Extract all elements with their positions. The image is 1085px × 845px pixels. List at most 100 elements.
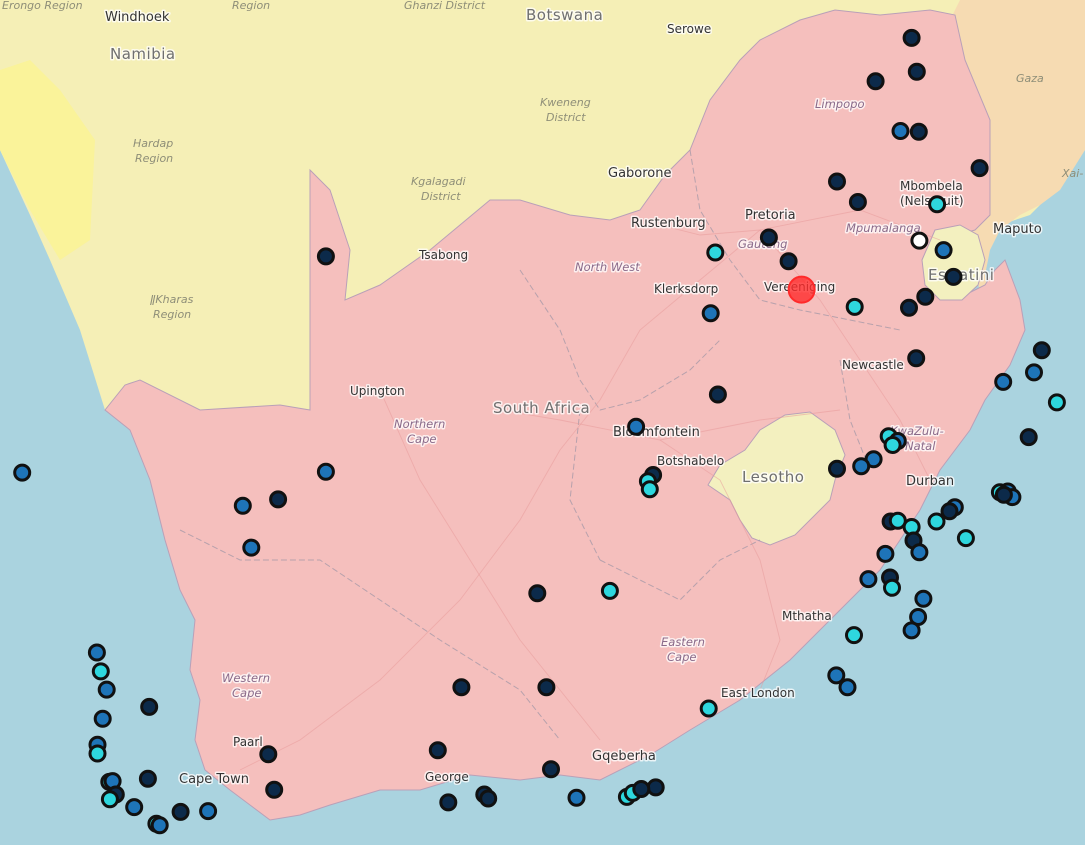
station-marker-blue[interactable]	[994, 372, 1013, 391]
station-marker-cyan[interactable]	[88, 744, 107, 763]
station-marker-dark[interactable]	[944, 267, 963, 286]
station-marker-dark[interactable]	[866, 72, 885, 91]
station-marker-blue[interactable]	[701, 304, 720, 323]
station-marker-blue[interactable]	[859, 570, 878, 589]
station-marker-blue[interactable]	[233, 496, 252, 515]
station-marker-cyan[interactable]	[845, 626, 863, 645]
station-marker-cyan[interactable]	[600, 581, 619, 600]
station-marker-dark[interactable]	[646, 778, 665, 797]
station-marker-dark[interactable]	[269, 490, 288, 509]
station-marker-blue[interactable]	[199, 802, 218, 821]
region-label-xai: Xai-	[1061, 167, 1083, 180]
country-label-namibia: Namibia	[110, 45, 176, 63]
selected-location-marker[interactable]	[787, 275, 816, 304]
station-marker-dark[interactable]	[1019, 428, 1038, 447]
station-marker-dark[interactable]	[994, 485, 1013, 504]
province-label-limpopo: Limpopo	[815, 97, 864, 111]
station-marker-dark[interactable]	[259, 745, 278, 764]
land-botswana	[310, 0, 960, 300]
station-marker-blue[interactable]	[316, 462, 335, 481]
station-marker-blue[interactable]	[934, 241, 953, 260]
station-marker-dark[interactable]	[138, 769, 157, 788]
station-marker-dark[interactable]	[528, 584, 547, 603]
country-label-lesotho: Lesotho	[742, 468, 804, 486]
station-marker-dark[interactable]	[537, 678, 556, 697]
station-marker-blue[interactable]	[827, 666, 846, 685]
station-marker-dark[interactable]	[759, 228, 778, 247]
station-marker-dark[interactable]	[428, 741, 447, 760]
station-marker-cyan[interactable]	[883, 578, 901, 597]
station-marker-cyan[interactable]	[100, 790, 119, 809]
station-marker-blue[interactable]	[627, 417, 646, 436]
station-marker-dark[interactable]	[916, 287, 935, 306]
station-marker-cyan[interactable]	[956, 529, 975, 548]
station-marker-dark[interactable]	[779, 252, 798, 271]
station-marker-dark[interactable]	[452, 678, 471, 697]
province-borders	[179, 149, 901, 741]
city-label-rustenburg: Rustenburg	[631, 216, 706, 231]
region-label-hardap-1: Hardap	[133, 137, 173, 150]
station-marker-blue[interactable]	[150, 816, 169, 835]
station-marker-blue[interactable]	[97, 680, 116, 699]
station-marker-dark[interactable]	[479, 789, 498, 808]
station-marker-white[interactable]	[910, 231, 929, 250]
station-marker-cyan[interactable]	[928, 195, 947, 214]
station-marker-dark[interactable]	[970, 159, 989, 178]
station-marker-dark[interactable]	[439, 793, 458, 812]
station-marker-cyan[interactable]	[845, 297, 864, 316]
station-markers[interactable]	[13, 28, 1066, 835]
station-marker-blue[interactable]	[902, 621, 921, 640]
station-marker-dark[interactable]	[902, 28, 921, 47]
station-marker-dark[interactable]	[900, 298, 918, 317]
station-marker-blue[interactable]	[1025, 363, 1043, 382]
station-marker-blue[interactable]	[891, 122, 910, 140]
station-marker-dark[interactable]	[907, 62, 926, 81]
station-marker-blue[interactable]	[13, 463, 32, 482]
station-marker-cyan[interactable]	[1047, 393, 1066, 412]
station-marker-dark[interactable]	[1032, 341, 1051, 360]
station-marker-blue[interactable]	[242, 538, 261, 557]
station-marker-dark[interactable]	[909, 122, 928, 141]
region-label-kweneng-1: Kweneng	[540, 96, 591, 109]
station-marker-dark[interactable]	[907, 349, 926, 368]
country-label-south-africa: South Africa	[493, 399, 590, 417]
station-marker-cyan[interactable]	[883, 436, 902, 454]
station-marker-dark[interactable]	[542, 760, 560, 779]
city-label-paarl: Paarl	[233, 735, 263, 749]
station-marker-dark[interactable]	[171, 802, 190, 821]
station-marker-dark[interactable]	[848, 193, 867, 211]
station-marker-dark[interactable]	[940, 502, 959, 521]
region-label-erongo: Erongo Region	[2, 0, 83, 12]
station-marker-blue[interactable]	[914, 589, 933, 608]
station-marker-cyan[interactable]	[699, 699, 718, 718]
station-marker-blue[interactable]	[910, 543, 929, 562]
station-marker-blue[interactable]	[93, 709, 112, 728]
city-label-bloemfontein: Bloemfontein	[613, 425, 700, 440]
station-marker-cyan[interactable]	[706, 243, 725, 262]
city-label-george: George	[425, 770, 469, 784]
station-marker-blue[interactable]	[838, 678, 857, 697]
station-marker-dark[interactable]	[140, 697, 159, 716]
station-marker-blue[interactable]	[567, 788, 586, 807]
station-marker-dark[interactable]	[828, 459, 846, 478]
station-marker-cyan[interactable]	[927, 512, 946, 531]
station-marker-blue[interactable]	[87, 643, 106, 662]
station-marker-dark[interactable]	[316, 247, 335, 266]
city-label-durban: Durban	[906, 474, 954, 489]
city-label-mbombela-1: Mbombela	[900, 179, 963, 193]
station-marker-blue[interactable]	[125, 798, 144, 817]
city-label-serowe: Serowe	[667, 22, 711, 36]
station-marker-dark[interactable]	[632, 780, 651, 798]
station-marker-cyan[interactable]	[640, 480, 659, 499]
land-namibia	[0, 0, 310, 410]
station-marker-blue[interactable]	[876, 544, 895, 563]
province-label-eastern-cape-1: Eastern	[661, 635, 705, 649]
station-marker-blue[interactable]	[852, 457, 871, 476]
station-marker-dark[interactable]	[708, 385, 727, 404]
station-marker-dark[interactable]	[828, 172, 846, 191]
station-marker-dark[interactable]	[265, 780, 284, 799]
province-label-northern-cape-2: Cape	[407, 432, 436, 446]
station-marker-cyan[interactable]	[91, 662, 110, 681]
city-label-tsabong: Tsabong	[418, 248, 468, 262]
